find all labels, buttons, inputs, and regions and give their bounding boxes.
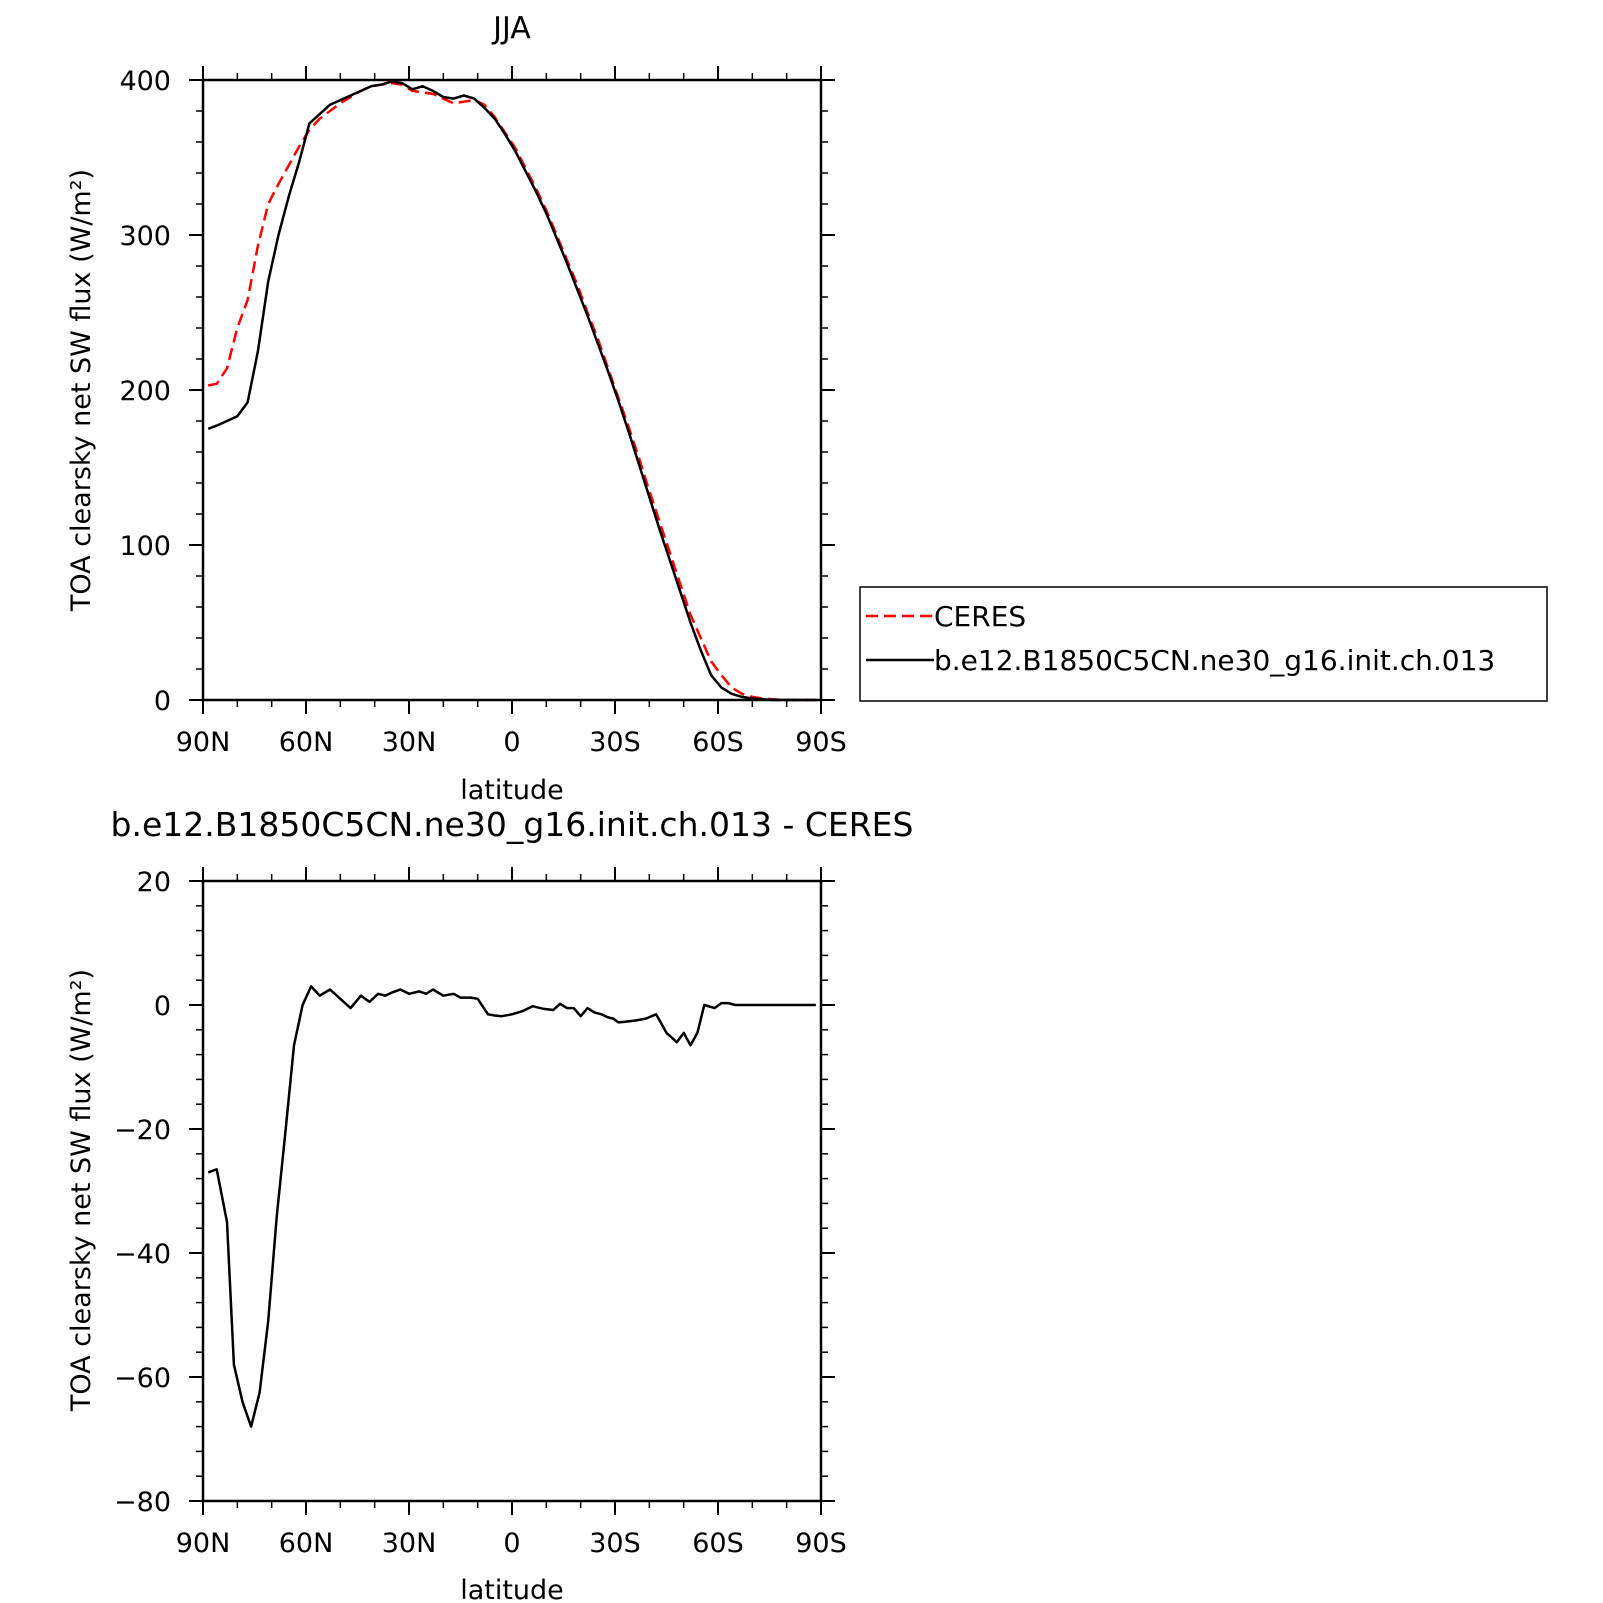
x-axis-label: latitude <box>460 775 564 806</box>
x-tick-label: 60S <box>692 1528 744 1559</box>
legend-label-ceres: CERES <box>934 600 1026 633</box>
y-tick-label: −20 <box>114 1115 171 1146</box>
y-tick-label: 400 <box>119 66 171 97</box>
tick-labels: 90N 60N 30N 0 30S 60S 90S 0 100 200 300 400 <box>119 66 846 758</box>
tick-labels: 90N 60N 30N 0 30S 60S 90S −80 −60 −40 −20 0 20 <box>114 867 847 1559</box>
x-tick-label: 90N <box>176 727 231 758</box>
x-tick-label: 30N <box>382 1528 437 1559</box>
tick-marks <box>189 867 835 1515</box>
tick-marks <box>189 66 835 714</box>
plot-frame <box>201 879 823 1503</box>
panel-bottom: b.e12.B1850C5CN.ne30_g16.init.ch.013 - C… <box>66 805 913 1603</box>
series-line-b <box>207 80 816 702</box>
legend-box <box>859 586 1548 702</box>
y-tick-label: 0 <box>154 686 171 717</box>
y-tick-label: 100 <box>119 531 171 562</box>
legend: CERES b.e12.B1850C5CN.ne30_g16.init.ch.0… <box>859 586 1548 702</box>
y-tick-label: −60 <box>114 1363 171 1394</box>
x-tick-label: 0 <box>503 1528 520 1559</box>
legend-label-model: b.e12.B1850C5CN.ne30_g16.init.ch.013 <box>934 644 1495 677</box>
series-group <box>207 985 816 1428</box>
y-tick-label: −40 <box>114 1239 171 1270</box>
chart-title: b.e12.B1850C5CN.ne30_g16.init.ch.013 - C… <box>111 805 914 844</box>
difference-series-line <box>207 985 816 1428</box>
x-tick-label: 30N <box>382 727 437 758</box>
series-line-ceres <box>207 81 816 702</box>
x-tick-label: 90S <box>795 1528 847 1559</box>
x-tick-label: 30S <box>589 727 641 758</box>
y-tick-label: 20 <box>137 867 171 898</box>
y-axis-label: TOA clearsky net SW flux (W/m²) <box>66 969 97 1412</box>
x-tick-label: 60N <box>279 727 334 758</box>
x-tick-label: 90S <box>795 727 847 758</box>
plot-frame <box>201 78 823 702</box>
panel-top: JJA 90N 60N 30N 0 30S 60S 90S 0 100 200 300 400 lat… <box>66 11 1548 806</box>
x-tick-label: 60S <box>692 727 744 758</box>
x-tick-label: 90N <box>176 1528 231 1559</box>
y-axis-label: TOA clearsky net SW flux (W/m²) <box>66 169 97 612</box>
series-group <box>207 80 816 702</box>
x-tick-label: 30S <box>589 1528 641 1559</box>
y-tick-label: 200 <box>119 376 171 407</box>
x-tick-label: 60N <box>279 1528 334 1559</box>
y-tick-label: 300 <box>119 221 171 252</box>
x-tick-label: 0 <box>503 727 520 758</box>
chart-title: JJA <box>491 11 531 46</box>
x-axis-label: latitude <box>460 1575 564 1603</box>
y-tick-label: −80 <box>114 1487 171 1518</box>
y-tick-label: 0 <box>154 991 171 1022</box>
